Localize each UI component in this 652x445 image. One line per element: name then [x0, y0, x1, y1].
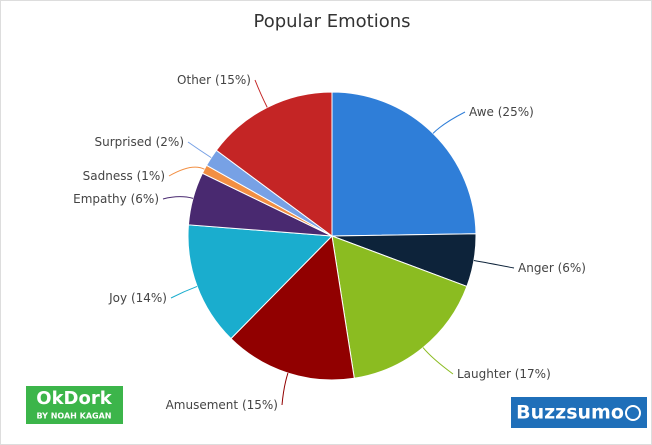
data-label: Joy (14%): [108, 291, 167, 305]
connector: [168, 166, 205, 177]
chart-title: Popular Emotions: [254, 11, 411, 32]
category-name: Empathy: [73, 192, 127, 206]
value-label: (14%): [131, 291, 167, 305]
logo-text: OkDork: [36, 388, 112, 409]
connector: [187, 141, 212, 159]
value-label: (1%): [137, 169, 165, 183]
category-name: Amusement: [166, 398, 239, 412]
data-label: Anger (6%): [518, 261, 586, 275]
logo-icon: [625, 405, 641, 421]
data-label: Laughter (17%): [457, 367, 551, 381]
connector: [254, 79, 268, 108]
pie-slice: [331, 235, 468, 379]
connector: [422, 347, 454, 375]
pie-slice: [187, 224, 334, 340]
category-name: Awe: [469, 105, 494, 119]
connector: [432, 111, 466, 134]
data-label: Surprised (2%): [94, 135, 184, 149]
connector: [281, 372, 289, 406]
value-label: (6%): [558, 261, 586, 275]
value-label: (2%): [156, 135, 184, 149]
data-label: Sadness (1%): [83, 169, 165, 183]
connector: [162, 196, 194, 200]
data-label: Amusement (15%): [166, 398, 278, 412]
logo-box: [26, 386, 123, 424]
data-label: Other (15%): [177, 73, 251, 87]
category-name: Anger: [518, 261, 554, 275]
connector: [170, 285, 198, 299]
buzzsumo-logo: Buzzsumo: [511, 397, 647, 428]
category-name: Surprised: [94, 135, 151, 149]
value-label: (15%): [242, 398, 278, 412]
okdork-logo: OkDork BY NOAH KAGAN: [26, 386, 123, 424]
logo-subtext: BY NOAH KAGAN: [36, 412, 111, 421]
value-label: (6%): [131, 192, 159, 206]
data-label: Awe (25%): [469, 105, 534, 119]
value-label: (15%): [215, 73, 251, 87]
category-name: Laughter: [457, 367, 511, 381]
data-label: Empathy (6%): [73, 192, 159, 206]
category-name: Other: [177, 73, 211, 87]
value-label: (25%): [498, 105, 534, 119]
connector: [473, 260, 515, 269]
category-name: Joy: [108, 291, 127, 305]
value-label: (17%): [515, 367, 551, 381]
category-name: Sadness: [83, 169, 133, 183]
logo-text: Buzzsumo: [516, 402, 624, 424]
pie-slice: [331, 91, 477, 237]
logo-box: [511, 397, 647, 428]
